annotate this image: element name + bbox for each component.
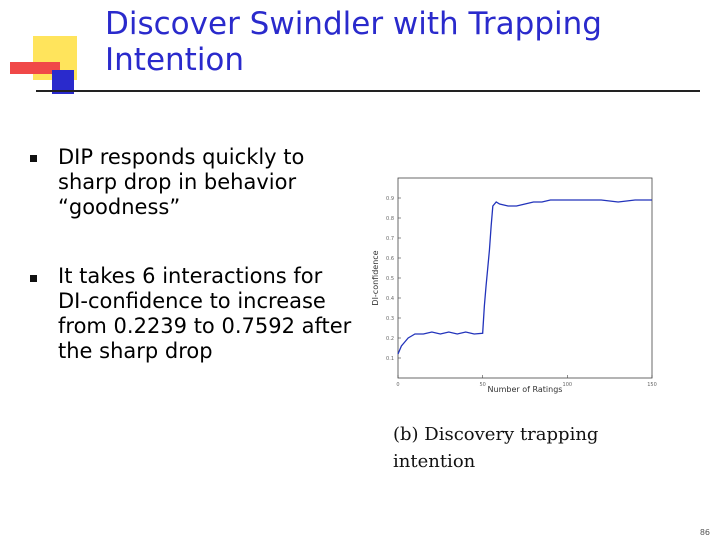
y-tick-label: 0.9 xyxy=(386,196,394,202)
logo-red xyxy=(10,62,60,74)
y-tick-label: 0.2 xyxy=(386,336,394,342)
slide-title: Discover Swindler with Trapping Intentio… xyxy=(105,6,602,78)
bullet-marker xyxy=(30,275,37,282)
x-tick-label: 100 xyxy=(563,382,573,388)
x-tick-label: 50 xyxy=(479,382,485,388)
y-tick-label: 0.6 xyxy=(386,256,394,262)
figure-caption: (b) Discovery trapping intention xyxy=(393,424,599,472)
chart: 0.1 0.2 0.3 0.4 0.5 0.6 0.7 0.8 0.9 0 50 100 150 Numb… xyxy=(371,177,657,394)
y-tick-label: 0.8 xyxy=(386,216,394,222)
bullet-marker xyxy=(30,155,37,162)
bullet-text: It takes 6 interactions for DI-confidenc… xyxy=(58,264,352,363)
y-tick-label: 0.5 xyxy=(386,276,394,282)
data-line xyxy=(397,199,652,355)
y-tick-label: 0.7 xyxy=(386,236,394,242)
bullet-text: DIP responds quickly to sharp drop in be… xyxy=(58,145,305,219)
y-tick-label: 0.3 xyxy=(386,316,394,322)
title-rule xyxy=(36,90,700,92)
plot-frame xyxy=(397,177,653,379)
x-tick-label: 0 xyxy=(396,382,399,388)
y-axis-label: DI-confidence xyxy=(371,250,380,305)
page-number: 86 xyxy=(699,528,710,537)
y-tick-label: 0.1 xyxy=(386,356,394,362)
x-axis-label: Number of Ratings xyxy=(488,385,563,394)
logo-blue xyxy=(52,70,74,94)
x-tick-label: 150 xyxy=(647,382,657,388)
y-tick-label: 0.4 xyxy=(386,296,394,302)
